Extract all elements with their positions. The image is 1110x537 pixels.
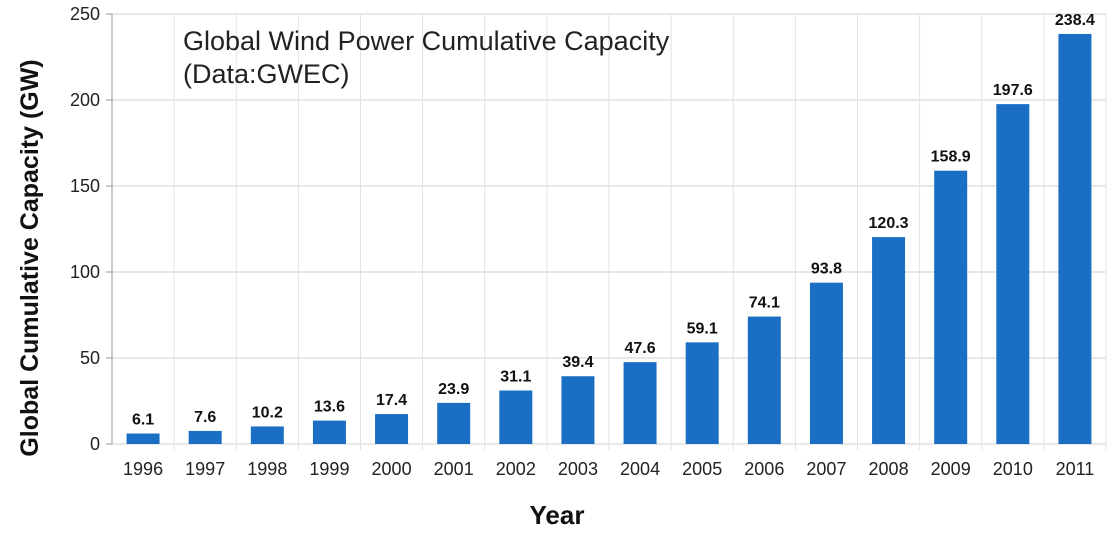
data-label-2000: 17.4 — [376, 392, 407, 409]
data-label-2007: 93.8 — [811, 261, 842, 278]
x-tick-labels: 1996 1997 1998 1999 2000 2001 2002 2003 2004 2005… — [123, 459, 1094, 479]
x-tick-label-2007: 2007 — [806, 459, 846, 479]
x-tick-label-1996: 1996 — [123, 459, 163, 479]
bar-1996 — [126, 433, 160, 444]
y-tick-label: 100 — [70, 262, 100, 282]
bar-2011 — [1058, 33, 1092, 445]
x-tick-label-1998: 1998 — [247, 459, 287, 479]
data-label-2009: 158.9 — [931, 149, 971, 166]
bars — [126, 33, 1092, 445]
data-label-2004: 47.6 — [624, 340, 655, 357]
y-tick-label: 150 — [70, 176, 100, 196]
chart-subtitle: (Data:GWEC) — [183, 59, 350, 89]
data-label-1996: 6.1 — [132, 412, 154, 429]
data-label-2005: 59.1 — [687, 320, 718, 337]
x-tick-label-1999: 1999 — [309, 459, 349, 479]
data-label-2008: 120.3 — [869, 215, 909, 232]
x-tick-label-2009: 2009 — [931, 459, 971, 479]
x-tick-label-2010: 2010 — [993, 459, 1033, 479]
data-label-2006: 74.1 — [749, 295, 780, 312]
data-label-1999: 13.6 — [314, 399, 345, 416]
x-tick-label-2004: 2004 — [620, 459, 660, 479]
data-label-2003: 39.4 — [562, 354, 593, 371]
x-tick-label-2006: 2006 — [744, 459, 784, 479]
y-tick-label: 50 — [80, 348, 100, 368]
x-tick-label-2002: 2002 — [496, 459, 536, 479]
bar-2004 — [623, 362, 657, 444]
x-tick-label-2000: 2000 — [372, 459, 412, 479]
bar-1999 — [312, 420, 346, 444]
y-axis-title: Global Cumulative Capacity (GW) — [16, 59, 44, 456]
bar-2001 — [437, 402, 471, 444]
bar-2000 — [375, 414, 409, 444]
bar-2006 — [747, 316, 781, 444]
bar-2010 — [996, 104, 1030, 445]
bar-2003 — [561, 376, 595, 444]
chart-title: Global Wind Power Cumulative Capacity — [183, 26, 670, 56]
x-tick-label-1997: 1997 — [185, 459, 225, 479]
data-label-1998: 10.2 — [252, 404, 283, 421]
x-tick-label-2008: 2008 — [869, 459, 909, 479]
bar-2009 — [934, 170, 968, 444]
y-tick-label: 0 — [90, 434, 100, 454]
bar-2002 — [499, 390, 533, 444]
bar-1997 — [188, 430, 222, 444]
bar-2007 — [809, 282, 843, 444]
y-tick-labels: 0 50 100 150 200 250 — [70, 4, 100, 454]
data-label-2011: 238.4 — [1055, 12, 1095, 29]
data-label-2001: 23.9 — [438, 381, 469, 398]
bar-2005 — [685, 342, 719, 444]
data-label-1997: 7.6 — [194, 409, 216, 426]
x-axis-title: Year — [530, 500, 585, 530]
y-tick-label: 250 — [70, 4, 100, 24]
y-tick-label: 200 — [70, 90, 100, 110]
data-labels: 6.1 7.6 10.2 13.6 17.4 23.9 31.1 39.4 47.6 59.1 74… — [132, 12, 1095, 429]
x-tick-label-2005: 2005 — [682, 459, 722, 479]
x-tick-label-2011: 2011 — [1056, 459, 1095, 479]
x-tick-label-2003: 2003 — [558, 459, 598, 479]
data-label-2002: 31.1 — [500, 369, 531, 386]
bar-2008 — [872, 237, 906, 444]
bar-1998 — [250, 426, 284, 444]
data-label-2010: 197.6 — [993, 82, 1033, 99]
gridlines — [106, 13, 1107, 450]
x-tick-label-2001: 2001 — [434, 459, 474, 479]
